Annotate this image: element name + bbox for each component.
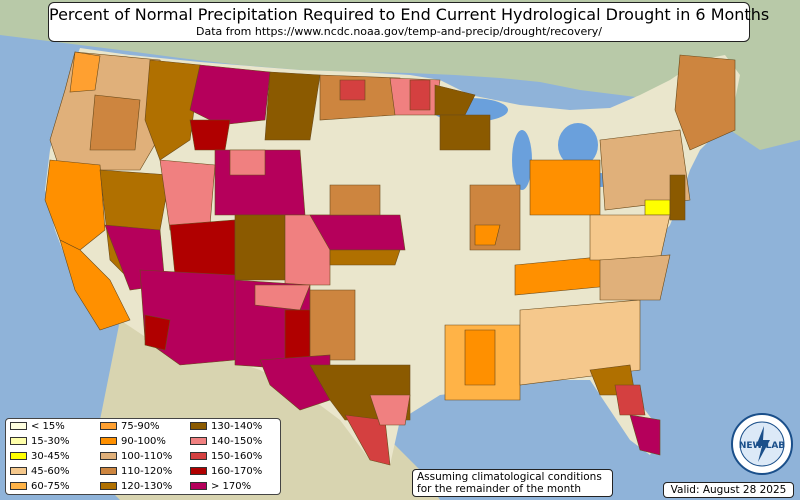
legend-label: < 15% [31,421,65,432]
title-box: Percent of Normal Precipitation Required… [48,2,770,42]
legend-label: 30-45% [31,451,70,462]
legend-label: 120-130% [121,481,173,492]
logo-text: NEW LAB [739,441,785,451]
legend-item: 120-130% [100,480,172,494]
region-ca-coast [59,239,131,331]
region-wy-center [229,149,266,176]
legend-swatch [100,422,117,430]
region-mt-west [189,64,271,126]
legend-label: 15-30% [31,436,70,447]
legend-item: > 170% [190,480,251,494]
region-southeast [519,299,641,386]
legend-swatch [190,467,207,475]
legend-item: 110-120% [100,465,172,479]
region-fl-south [629,414,661,456]
region-va [589,214,671,261]
region-tx-panhandle [309,289,356,361]
region-ne-north [329,184,381,216]
assumption-note: Assuming climatological conditions for t… [412,469,613,497]
note-line-1: Assuming climatological conditions [417,471,602,483]
legend-label: 140-150% [211,436,263,447]
legend-swatch [190,482,207,490]
region-nd-east [339,79,366,101]
legend-swatch [10,482,27,490]
region-ks-west [329,249,401,266]
legend-swatch [100,437,117,445]
legend-item: 60-75% [10,480,70,494]
valid-date: Valid: August 28 2025 [663,482,794,498]
region-az-sw [144,314,171,351]
legend-swatch [10,437,27,445]
region-pa-ny [599,129,691,211]
legend-label: 100-110% [121,451,173,462]
region-la-central [464,329,496,386]
region-nc [599,254,671,301]
legend-label: 45-60% [31,466,70,477]
legend-swatch [190,437,207,445]
region-new-england [674,54,736,151]
region-il-s [474,224,501,246]
legend-item: 15-30% [10,435,70,449]
legend-item: 140-150% [190,435,262,449]
region-ut-north [159,159,216,231]
region-tx-coast [369,394,411,426]
region-ut-south [169,219,236,276]
region-or-central [89,94,141,151]
note-line-2: for the remainder of the month [417,483,582,495]
legend-swatch [10,422,27,430]
region-md [644,199,671,216]
legend-item: 160-170% [190,465,262,479]
legend-swatch [190,422,207,430]
legend-label: 130-140% [211,421,263,432]
region-fl-central [614,384,646,416]
legend-item: 100-110% [100,450,172,464]
region-tx-south [344,414,391,466]
legend-swatch [190,452,207,460]
region-wy-nw [189,119,231,151]
logo-lightning [756,426,770,462]
legend-label: 160-170% [211,466,263,477]
legend-label: 90-100% [121,436,166,447]
region-id [144,59,201,161]
legend-item: 30-45% [10,450,70,464]
legend-label: 110-120% [121,466,173,477]
legend-label: 75-90% [121,421,160,432]
legend-swatch [100,482,117,490]
region-mt-east [264,71,321,141]
legend-label: 60-75% [31,481,70,492]
region-oh-valley [529,159,601,216]
legend-label: > 170% [211,481,252,492]
map-subtitle: Data from https://www.ncdc.noaa.gov/temp… [196,25,602,38]
legend-item: 130-140% [190,420,262,434]
legend-item: < 15% [10,420,65,434]
legend-swatch [10,467,27,475]
region-wi [439,114,491,151]
legend-item: 90-100% [100,435,166,449]
lab-logo: NEW LAB [731,413,793,475]
lake-huron [558,123,598,167]
region-wa-west [69,51,101,93]
legend-swatch [100,467,117,475]
region-nj [669,174,686,221]
lake-michigan [512,130,532,190]
legend-swatch [10,452,27,460]
region-mn-n [409,79,431,111]
legend-swatch [100,452,117,460]
legend-label: 150-160% [211,451,263,462]
legend-item: 150-160% [190,450,262,464]
map-title: Percent of Normal Precipitation Required… [49,5,770,24]
legend-item: 45-60% [10,465,70,479]
legend-item: 75-90% [100,420,160,434]
legend: < 15% 15-30% 30-45% 45-60% 60-75% 75-90%… [5,418,281,495]
region-co-west [234,214,286,281]
